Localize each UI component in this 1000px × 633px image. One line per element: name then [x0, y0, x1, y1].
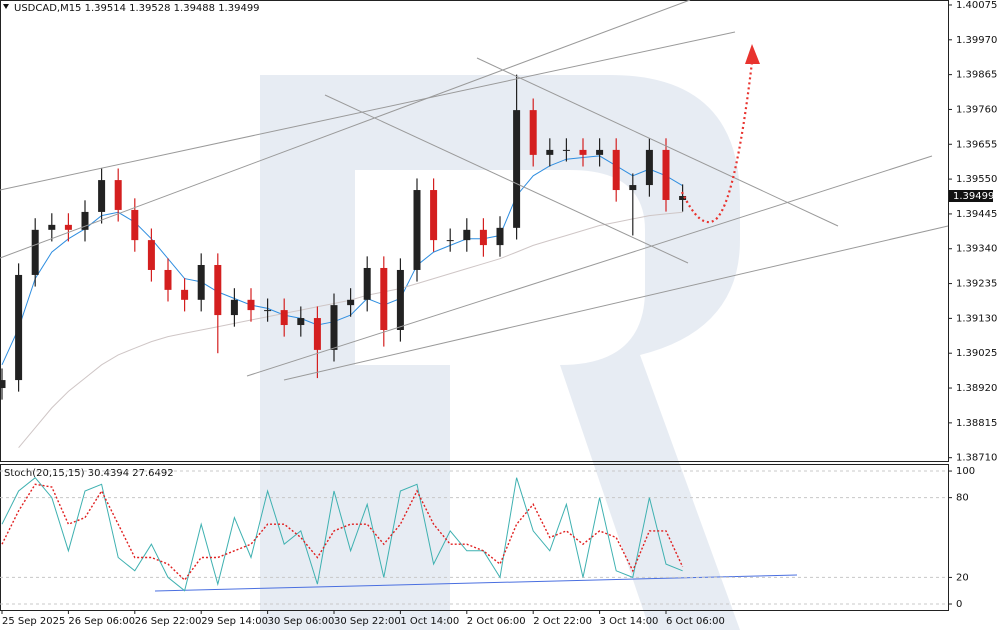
price-panel [0, 0, 949, 462]
candle-body [645, 149, 653, 186]
indicator-line [1, 155, 683, 366]
candle-body [612, 149, 620, 191]
candle-body [596, 149, 604, 155]
chart-title: USDCAD,M15 1.39514 1.39528 1.39488 1.394… [14, 3, 260, 14]
y-tick-label: 1.39235 [956, 279, 997, 290]
candle-body [81, 211, 89, 230]
y-tick-label: 1.39025 [956, 348, 997, 359]
candle-body [463, 229, 471, 241]
candle-body [363, 267, 371, 300]
candle-body [64, 224, 72, 230]
y-tick-label: 1.39655 [956, 139, 997, 150]
price-marker-label: 1.39499 [953, 191, 994, 202]
candle-body [496, 227, 504, 246]
x-tick-label: 30 Sep 06:00 [268, 616, 335, 627]
x-tick-label: 6 Oct 06:00 [666, 616, 725, 627]
candle-body [48, 224, 56, 230]
candle-body [446, 240, 454, 242]
candle-body [330, 305, 338, 350]
y-tick-label: 0 [956, 599, 962, 610]
y-tick-label: 1.38815 [956, 418, 997, 429]
menu-arrow[interactable] [3, 4, 9, 9]
y-tick-label: 1.38920 [956, 383, 997, 394]
y-tick-label: 1.39970 [956, 35, 997, 46]
candle-body [164, 269, 172, 290]
y-tick-label: 1.38710 [956, 453, 997, 464]
candle-body [15, 274, 23, 381]
x-tick-label: 3 Oct 14:00 [600, 616, 659, 627]
candle-body [347, 299, 355, 306]
y-tick-label: 80 [956, 493, 969, 504]
candle-body [131, 209, 139, 241]
candle-body [147, 240, 155, 270]
x-tick-label: 2 Oct 22:00 [533, 616, 592, 627]
y-tick-label: 1.39550 [956, 174, 997, 185]
x-tick-label: 30 Sep 22:00 [334, 616, 401, 627]
x-tick-label: 26 Sep 22:00 [135, 616, 202, 627]
candle-body [380, 267, 388, 330]
candle-body [114, 180, 122, 210]
x-tick-label: 25 Sep 2025 [2, 616, 65, 627]
x-tick-label: 26 Sep 06:00 [68, 616, 135, 627]
candle-body [546, 149, 554, 155]
candle-body [0, 380, 6, 389]
candle-body [662, 149, 670, 200]
candle-body [313, 318, 321, 350]
candle-body [197, 264, 205, 300]
candle-body [396, 269, 404, 330]
candle-body [513, 110, 521, 228]
y-tick-label: 1.39130 [956, 313, 997, 324]
stoch-title: Stoch(20,15,15) 30.4394 27.6492 [4, 468, 174, 479]
candle-body [230, 299, 238, 316]
candle-body [280, 310, 288, 326]
x-tick-label: 29 Sep 14:00 [201, 616, 268, 627]
candle-body [247, 299, 255, 311]
stoch-panel [0, 464, 949, 611]
candle-body [679, 196, 687, 200]
x-tick-label: 1 Oct 14:00 [400, 616, 459, 627]
trend-lines [0, 0, 949, 592]
candle-body [579, 149, 587, 155]
y-tick-label: 1.39865 [956, 70, 997, 81]
candle-body [181, 289, 189, 300]
y-tick-label: 1.40075 [956, 0, 997, 11]
candle-body [430, 190, 438, 241]
candle-body [529, 110, 537, 155]
y-tick-label: 100 [956, 466, 975, 477]
candle-body [629, 185, 637, 191]
y-tick-label: 1.39445 [956, 209, 997, 220]
candle-body [562, 149, 570, 151]
x-tick-label: 2 Oct 06:00 [467, 616, 526, 627]
indicator-line [1, 483, 684, 582]
candle-body [413, 190, 421, 270]
candle-body [297, 318, 305, 326]
candle-body [98, 180, 106, 212]
price-marker [949, 190, 993, 203]
price-layer [0, 74, 687, 449]
watermark [260, 75, 740, 630]
candle-body [264, 310, 272, 312]
y-tick-label: 1.39340 [956, 244, 997, 255]
indicator-line [1, 477, 683, 592]
y-tick-label: 20 [956, 572, 969, 583]
forecast-arrow [681, 44, 760, 224]
candle-body [214, 264, 222, 316]
candle-body [31, 229, 39, 275]
y-tick-label: 1.39760 [956, 104, 997, 115]
candle-body [479, 229, 487, 246]
